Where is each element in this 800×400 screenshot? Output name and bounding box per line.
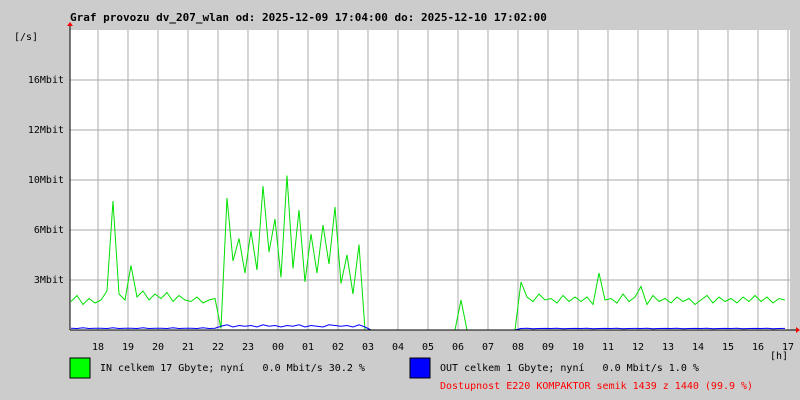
x-tick-label: 09	[542, 342, 554, 353]
x-tick-label: 08	[512, 342, 524, 353]
x-tick-label: 00	[272, 342, 284, 353]
availability-note: Dostupnost E220 KOMPAKTOR semik 1439 z 1…	[440, 381, 753, 392]
y-axis-arrow	[67, 22, 73, 26]
x-tick-label: 06	[452, 342, 464, 353]
x-tick-label: 22	[212, 342, 224, 353]
x-tick-label: 20	[152, 342, 164, 353]
x-axis-label: [h]	[770, 351, 788, 362]
x-tick-label: 04	[392, 342, 404, 353]
x-tick-label: 23	[242, 342, 254, 353]
legend-swatch	[69, 357, 91, 379]
chart-title: Graf provozu dv_207_wlan od: 2025-12-09 …	[70, 11, 547, 24]
y-axis-label: [/s]	[14, 32, 38, 43]
legend-label: OUT celkem 1 Gbyte; nyní 0.0 Mbit/s 1.0 …	[440, 362, 699, 374]
legend-label: IN celkem 17 Gbyte; nyní 0.0 Mbit/s 30.2…	[100, 362, 365, 374]
x-tick-label: 13	[662, 342, 674, 353]
x-tick-label: 14	[692, 342, 704, 353]
y-tick-label: 10Mbit	[28, 175, 64, 186]
x-tick-label: 19	[122, 342, 134, 353]
y-tick-label: 6Mbit	[34, 225, 64, 236]
x-tick-label: 12	[632, 342, 644, 353]
y-tick-label: 3Mbit	[34, 275, 64, 286]
x-tick-label: 03	[362, 342, 374, 353]
x-tick-label: 07	[482, 342, 494, 353]
grid	[70, 30, 790, 330]
x-tick-label: 05	[422, 342, 434, 353]
legend-swatch	[409, 357, 431, 379]
x-tick-label: 11	[602, 342, 614, 353]
x-tick-label: 01	[302, 342, 314, 353]
x-tick-label: 16	[752, 342, 764, 353]
x-tick-label: 17	[782, 342, 794, 353]
x-tick-label: 18	[92, 342, 104, 353]
x-tick-label: 21	[182, 342, 194, 353]
y-tick-label: 12Mbit	[28, 125, 64, 136]
y-tick-label: 16Mbit	[28, 75, 64, 86]
x-tick-label: 15	[722, 342, 734, 353]
x-tick-label: 10	[572, 342, 584, 353]
x-tick-label: 02	[332, 342, 344, 353]
x-axis-arrow	[796, 327, 800, 333]
